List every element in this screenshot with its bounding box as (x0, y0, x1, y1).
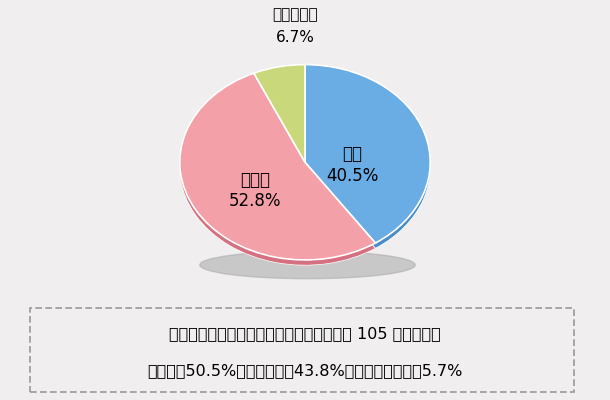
Ellipse shape (200, 251, 415, 279)
Wedge shape (305, 64, 430, 243)
Text: 40.5%: 40.5% (326, 167, 379, 185)
Text: わからない: わからない (272, 7, 318, 22)
Wedge shape (180, 78, 375, 265)
Text: 52.8%: 52.8% (229, 192, 281, 210)
Wedge shape (254, 70, 305, 168)
Text: 首都圏（東京・神奈川・千葉・埼玉）在住 105 人の場合、: 首都圏（東京・神奈川・千葉・埼玉）在住 105 人の場合、 (169, 326, 441, 341)
Text: 「はい」50.5%、「いいえ」43.8%、「わからない」5.7%: 「はい」50.5%、「いいえ」43.8%、「わからない」5.7% (147, 363, 463, 378)
Text: いいえ: いいえ (240, 171, 270, 189)
Text: はい: はい (343, 146, 362, 164)
FancyBboxPatch shape (30, 308, 575, 392)
Text: 6.7%: 6.7% (276, 30, 314, 44)
Wedge shape (254, 64, 305, 162)
Wedge shape (305, 70, 430, 248)
Wedge shape (180, 73, 375, 260)
